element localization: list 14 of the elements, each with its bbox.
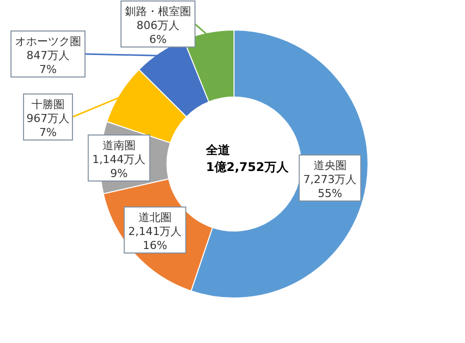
slice-label: オホーツク圏 — [15, 35, 81, 48]
data-label: 806万人 6% — [136, 19, 180, 46]
data-label: 1,144万人 9% — [92, 153, 146, 180]
data-label: 7,273万人 55% — [303, 173, 357, 200]
slice-label: 十勝圏 — [32, 98, 64, 111]
slice-label: 道央圏 — [314, 159, 346, 172]
slice-label: 釧路・根室圏 — [125, 5, 191, 18]
data-label: 967万人 7% — [26, 112, 70, 139]
slice-label: 道南圏 — [102, 139, 136, 152]
slice-label: 道北圏 — [138, 211, 172, 224]
text: 全道 — [205, 143, 231, 157]
text: 1億2,752万人 — [206, 160, 290, 174]
data-label: 2,141万人 16% — [128, 225, 182, 252]
data-label: 847万人 7% — [26, 49, 70, 76]
